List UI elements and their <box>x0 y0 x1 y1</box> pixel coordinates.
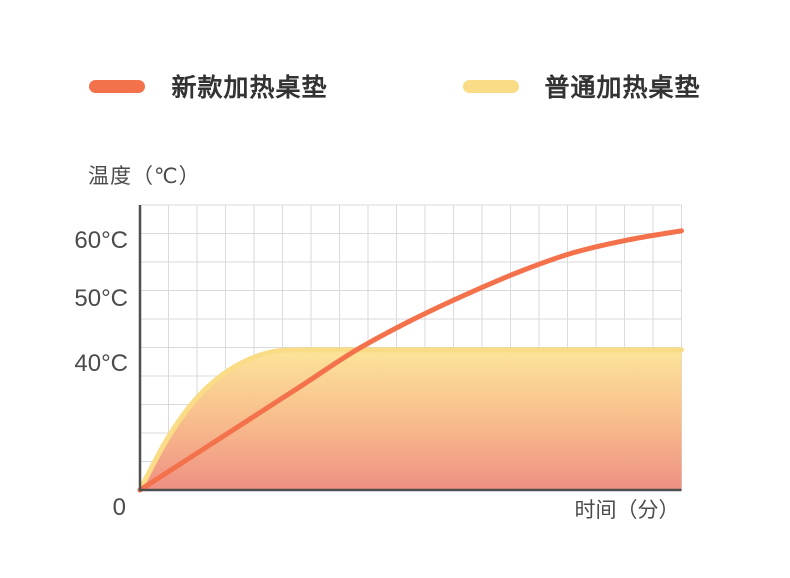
y-tick-label: 40°C <box>74 350 128 377</box>
legend-swatch-new-pad <box>89 79 146 93</box>
legend-label-new-pad: 新款加热桌垫 <box>171 74 328 102</box>
series-fill-ordinary-pad <box>140 349 682 490</box>
legend-swatch-ordinary-pad <box>462 79 519 93</box>
x-axis-label: 时间（分） <box>575 499 680 522</box>
y-tick-label: 50°C <box>74 285 128 312</box>
origin-label: 0 <box>113 494 126 521</box>
y-tick-label: 60°C <box>74 227 128 254</box>
series-line-new-pad <box>137 228 684 493</box>
series-line-ordinary-pad <box>137 347 684 493</box>
legend-label-ordinary-pad: 普通加热桌垫 <box>544 74 701 102</box>
legend: 新款加热桌垫 普通加热桌垫 <box>0 68 790 104</box>
temperature-chart: 40°C 50°C 60°C 0 时间（分） <box>74 204 684 522</box>
chart-area: 40°C 50°C 60°C 0 时间（分） <box>40 195 760 560</box>
legend-item-ordinary-pad: 普通加热桌垫 <box>462 68 701 104</box>
y-axis-title: 温度（℃） <box>88 165 201 188</box>
legend-item-new-pad: 新款加热桌垫 <box>89 68 327 104</box>
